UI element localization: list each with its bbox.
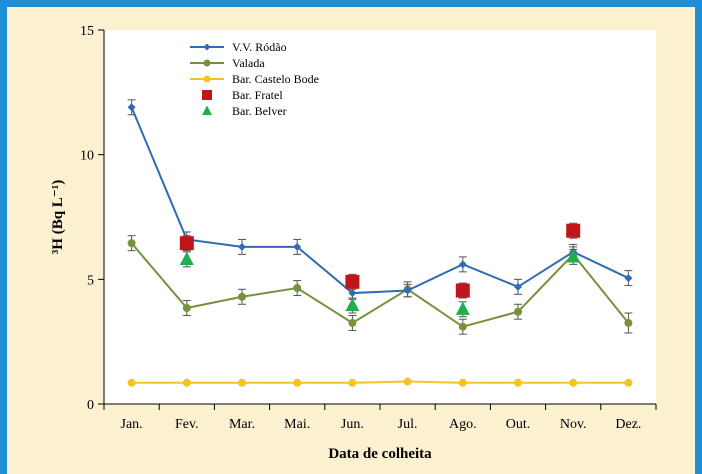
data-point [514, 378, 522, 387]
x-tick-label: Nov. [560, 417, 587, 432]
x-tick-label: Dez. [615, 417, 641, 432]
data-point [624, 318, 633, 327]
x-tick-label: Out. [506, 417, 531, 432]
legend-label: Bar. Fratel [232, 88, 283, 102]
y-tick-label: 5 [87, 273, 94, 288]
data-point [566, 223, 581, 238]
data-point [238, 242, 246, 251]
data-point [624, 274, 633, 283]
legend-item: Bar. Belver [202, 104, 287, 118]
y-axis-title: ³H (Bq L⁻¹) [50, 180, 66, 254]
y-tick-label: 15 [80, 24, 94, 39]
legend-label: V.V. Ródão [232, 40, 287, 54]
legend-marker [202, 90, 212, 100]
y-ticks: 0 5 10 15 [80, 24, 104, 413]
series-2 [127, 377, 633, 387]
data-point [455, 301, 470, 315]
data-point [403, 377, 412, 386]
legend-item: Valada [190, 56, 265, 70]
series-3 [179, 222, 581, 299]
series-line [131, 380, 629, 384]
x-ticks: Jan. Fev. Mar. Mai. Jun. Jul. Ago. Out. Nov. Dez. [103, 404, 657, 432]
y-tick-label: 10 [80, 149, 94, 164]
plot-area [104, 30, 656, 404]
data-point [348, 318, 357, 327]
data-point [179, 236, 194, 251]
x-tick-label: Mar. [229, 417, 255, 432]
data-point [238, 378, 246, 387]
legend-item: Bar. Fratel [202, 88, 283, 102]
data-point [458, 378, 467, 387]
legend-label: Bar. Castelo Bode [232, 72, 319, 86]
x-tick-label: Jul. [398, 417, 418, 432]
data-point [345, 297, 360, 312]
legend-marker [203, 75, 211, 83]
legend-item: Bar. Castelo Bode [190, 72, 319, 86]
legend-marker [203, 43, 211, 51]
data-point [127, 239, 136, 248]
legend-item: V.V. Ródão [190, 40, 287, 54]
data-point [566, 249, 581, 263]
x-axis-title: Data de colheita [328, 446, 432, 462]
data-point [182, 304, 191, 313]
legend-marker [203, 59, 211, 67]
legend-label: Valada [232, 56, 265, 70]
x-tick-label: Jun. [341, 417, 364, 432]
series-line [130, 106, 629, 295]
data-point [182, 378, 191, 387]
legend: V.V. Ródão Valada Bar. Castelo Bode Bar. Fr… [190, 40, 319, 118]
x-tick-label: Mai. [284, 417, 310, 432]
data-point [127, 378, 136, 387]
y-tick-label: 0 [87, 398, 94, 413]
legend-marker [202, 105, 212, 115]
data-point [458, 260, 467, 269]
data-point [569, 378, 578, 387]
legend-label: Bar. Belver [232, 104, 287, 118]
data-point [514, 307, 522, 316]
data-point [179, 251, 194, 265]
x-tick-label: Fev. [175, 417, 199, 432]
data-point [348, 378, 357, 387]
x-tick-label: Jan. [121, 417, 143, 432]
data-point [127, 103, 136, 112]
series-layer [127, 99, 633, 387]
series-4 [179, 248, 581, 318]
data-point [238, 292, 246, 301]
data-point [348, 289, 357, 298]
data-point [458, 322, 467, 331]
data-point [455, 283, 470, 298]
data-point [624, 378, 633, 387]
data-point [345, 274, 360, 289]
data-point [293, 242, 302, 251]
data-point [293, 378, 302, 387]
data-point [514, 282, 522, 291]
data-point [293, 284, 302, 293]
data-point [403, 286, 412, 295]
x-tick-label: Ago. [449, 417, 477, 432]
series-line [130, 242, 630, 328]
